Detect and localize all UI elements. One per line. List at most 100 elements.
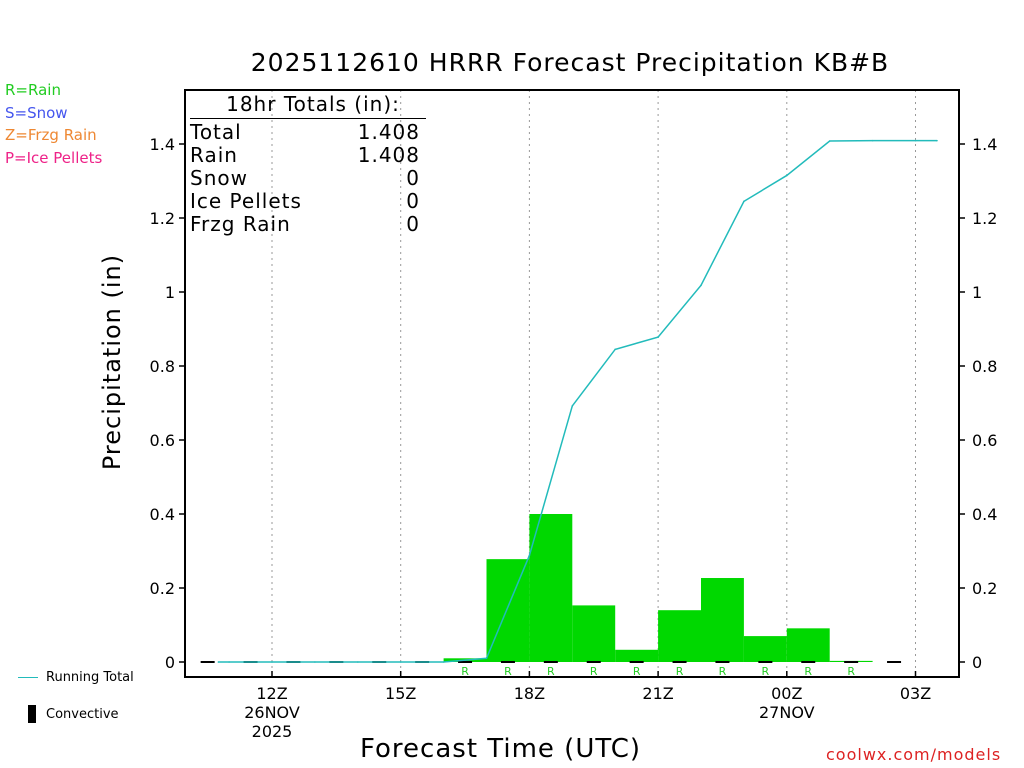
convective-label: Convective bbox=[46, 706, 119, 722]
y-tick-label-right: 1.2 bbox=[972, 209, 997, 228]
plot-frame bbox=[184, 89, 960, 678]
totals-row-value: 1.408 bbox=[357, 143, 420, 167]
running-total-legend: Running Total bbox=[18, 670, 134, 685]
totals-row: Snow 0 bbox=[190, 167, 426, 190]
legend-ice-pellets: P=Ice Pellets bbox=[5, 148, 103, 167]
running-total-point bbox=[614, 348, 616, 351]
rain-marker: R bbox=[633, 665, 641, 678]
x-tick-label: 27NOV bbox=[759, 703, 815, 722]
running-total-point bbox=[528, 554, 531, 557]
x-axis-label: Forecast Time (UTC) bbox=[360, 734, 642, 764]
y-tick-label: 0.8 bbox=[150, 357, 175, 376]
x-tick-label: 2025 bbox=[252, 722, 293, 741]
running-total-point bbox=[485, 657, 488, 660]
totals-row-value: 0 bbox=[406, 189, 420, 213]
totals-row: Ice Pellets 0 bbox=[190, 190, 426, 213]
convective-legend: Convective bbox=[28, 705, 119, 723]
convective-swatch bbox=[28, 705, 36, 723]
y-tick-label-right: 0.4 bbox=[972, 505, 997, 524]
precip-bar bbox=[786, 628, 830, 662]
y-tick-label: 0.6 bbox=[150, 431, 175, 450]
running-total-point bbox=[217, 661, 220, 663]
totals-row: Total 1.408 bbox=[190, 121, 426, 144]
x-tick-label: 00Z bbox=[771, 684, 802, 703]
rain-marker: R bbox=[719, 665, 727, 678]
y-tick-label-right: 0.6 bbox=[972, 431, 997, 450]
running-total-point bbox=[914, 139, 917, 142]
running-total-point bbox=[828, 140, 831, 142]
legend-freezing-rain: Z=Frzg Rain bbox=[5, 126, 97, 144]
y-tick-label: 1 bbox=[165, 283, 175, 302]
totals-row-value: 0 bbox=[406, 166, 420, 190]
rain-marker: R bbox=[804, 665, 812, 678]
running-total-swatch bbox=[18, 676, 38, 679]
y-tick-label: 1.2 bbox=[150, 209, 175, 228]
precip-bar bbox=[658, 610, 701, 662]
x-tick-label: 12Z bbox=[256, 684, 287, 703]
y-tick-label: 0.4 bbox=[150, 505, 175, 524]
totals-heading: 18hr Totals (in): bbox=[190, 92, 426, 119]
chart-title: 2025112610 HRRR Forecast Precipitation K… bbox=[250, 48, 890, 77]
rain-marker: R bbox=[547, 665, 555, 678]
precip-bar bbox=[701, 578, 744, 662]
rain-marker: R bbox=[504, 665, 512, 678]
x-tick-label: 15Z bbox=[385, 684, 416, 703]
legend-rain: R=Rain bbox=[5, 81, 61, 99]
x-tick-label: 18Z bbox=[514, 684, 545, 703]
running-total-label: Running Total bbox=[46, 670, 134, 685]
x-tick-label: 03Z bbox=[900, 684, 931, 703]
running-total-point bbox=[936, 139, 938, 142]
x-tick-label: 26NOV bbox=[244, 703, 300, 722]
y-tick-label-right: 1.4 bbox=[972, 135, 997, 154]
precip-bar bbox=[486, 559, 530, 662]
rain-marker: R bbox=[461, 665, 469, 678]
precip-bar bbox=[572, 605, 616, 662]
site-credit: coolwx.com/models bbox=[826, 745, 1002, 764]
totals-row-label: Rain bbox=[190, 143, 238, 167]
running-total-point bbox=[743, 200, 745, 203]
running-total-point bbox=[357, 661, 359, 663]
y-tick-label: 0.2 bbox=[150, 579, 175, 598]
rain-marker: R bbox=[676, 665, 684, 678]
running-total-point bbox=[271, 661, 273, 663]
running-total-polyline bbox=[218, 139, 937, 663]
y-tick-label-right: 0 bbox=[972, 653, 982, 672]
running-total-point bbox=[786, 174, 788, 177]
precip-bar bbox=[529, 514, 573, 662]
y-tick-label-right: 1 bbox=[972, 283, 982, 302]
rain-marker: R bbox=[762, 665, 770, 678]
totals-row-label: Ice Pellets bbox=[190, 189, 302, 213]
x-tick-label: 21Z bbox=[642, 684, 673, 703]
totals-box: 18hr Totals (in): Total 1.408 Rain 1.408 S… bbox=[190, 92, 426, 236]
running-total-point bbox=[657, 336, 659, 338]
precip-type-legend: R=Rain S=Snow Z=Frzg Rain P=Ice Pellets bbox=[5, 79, 102, 169]
running-total-point bbox=[314, 661, 316, 663]
totals-row-value: 0 bbox=[406, 212, 420, 236]
running-total-point bbox=[464, 659, 466, 661]
totals-row-label: Snow bbox=[190, 166, 248, 190]
rain-marker: R bbox=[847, 665, 855, 678]
totals-row-value: 1.408 bbox=[357, 120, 420, 144]
y-tick-label-right: 0.2 bbox=[972, 579, 997, 598]
legend-snow: S=Snow bbox=[5, 103, 68, 122]
totals-row: Frzg Rain 0 bbox=[190, 213, 426, 236]
running-total-point bbox=[571, 405, 574, 407]
y-tick-label-right: 0.8 bbox=[972, 357, 997, 376]
totals-row: Rain 1.408 bbox=[190, 144, 426, 167]
running-total-point bbox=[228, 661, 230, 663]
precip-bar bbox=[743, 636, 787, 662]
y-tick-label: 1.4 bbox=[150, 135, 175, 154]
precip-bar bbox=[615, 649, 659, 662]
rain-marker: R bbox=[590, 665, 598, 678]
totals-row-label: Total bbox=[190, 120, 242, 144]
running-total-line bbox=[217, 139, 938, 663]
running-total-point bbox=[871, 139, 874, 142]
running-total-point bbox=[700, 284, 702, 287]
y-tick-label: 0 bbox=[165, 653, 175, 672]
running-total-point bbox=[399, 661, 402, 663]
running-total-point bbox=[442, 661, 445, 663]
totals-row-label: Frzg Rain bbox=[190, 212, 291, 236]
grid-lines bbox=[271, 90, 916, 677]
